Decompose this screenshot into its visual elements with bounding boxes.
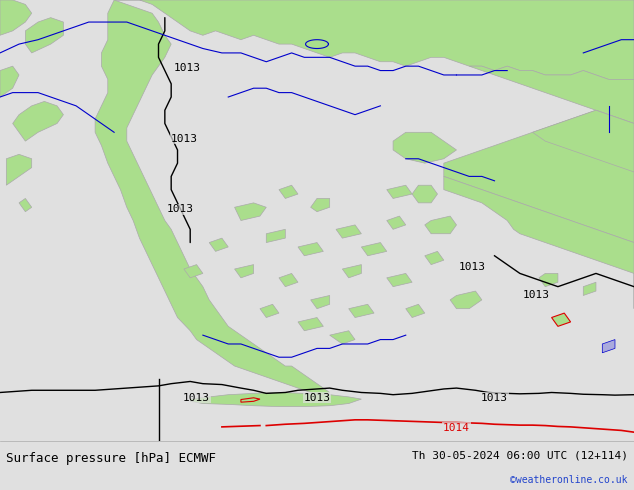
- Polygon shape: [469, 66, 634, 123]
- Text: 1013: 1013: [522, 291, 549, 300]
- Polygon shape: [190, 392, 361, 407]
- Text: ©weatheronline.co.uk: ©weatheronline.co.uk: [510, 475, 628, 485]
- Polygon shape: [425, 216, 456, 234]
- Polygon shape: [13, 101, 63, 141]
- Text: 1013: 1013: [183, 393, 210, 403]
- Polygon shape: [235, 203, 266, 220]
- Polygon shape: [533, 110, 634, 172]
- Polygon shape: [412, 185, 437, 203]
- Polygon shape: [349, 304, 374, 318]
- Polygon shape: [209, 238, 228, 251]
- Polygon shape: [235, 265, 254, 278]
- Polygon shape: [583, 282, 596, 295]
- Text: 1013: 1013: [171, 134, 197, 144]
- Polygon shape: [311, 198, 330, 212]
- Polygon shape: [279, 273, 298, 287]
- Text: Surface pressure [hPa] ECMWF: Surface pressure [hPa] ECMWF: [6, 452, 216, 465]
- Polygon shape: [393, 132, 456, 163]
- Polygon shape: [425, 251, 444, 265]
- Polygon shape: [552, 313, 571, 326]
- Polygon shape: [387, 185, 412, 198]
- Polygon shape: [260, 304, 279, 318]
- Polygon shape: [184, 265, 203, 278]
- Polygon shape: [0, 66, 19, 97]
- Polygon shape: [6, 154, 32, 185]
- Polygon shape: [311, 295, 330, 309]
- Polygon shape: [95, 0, 330, 397]
- Polygon shape: [19, 198, 32, 212]
- Text: 1013: 1013: [304, 393, 330, 403]
- Text: 1013: 1013: [174, 63, 200, 74]
- Polygon shape: [444, 110, 634, 309]
- Polygon shape: [387, 216, 406, 229]
- Polygon shape: [298, 318, 323, 331]
- Polygon shape: [450, 291, 482, 309]
- Polygon shape: [406, 304, 425, 318]
- Text: 1013: 1013: [167, 204, 194, 215]
- Polygon shape: [342, 265, 361, 278]
- Polygon shape: [25, 18, 63, 53]
- Polygon shape: [539, 273, 558, 287]
- Text: 1013: 1013: [481, 393, 508, 403]
- Polygon shape: [444, 176, 634, 273]
- Polygon shape: [330, 331, 355, 344]
- Polygon shape: [361, 243, 387, 256]
- Polygon shape: [387, 273, 412, 287]
- Polygon shape: [279, 185, 298, 198]
- Polygon shape: [266, 229, 285, 243]
- Polygon shape: [298, 243, 323, 256]
- Text: 1013: 1013: [459, 262, 486, 272]
- Text: 1014: 1014: [443, 423, 470, 433]
- Polygon shape: [114, 0, 634, 79]
- Text: Th 30-05-2024 06:00 UTC (12+114): Th 30-05-2024 06:00 UTC (12+114): [411, 451, 628, 461]
- Polygon shape: [336, 225, 361, 238]
- Polygon shape: [0, 0, 32, 35]
- Polygon shape: [602, 340, 615, 353]
